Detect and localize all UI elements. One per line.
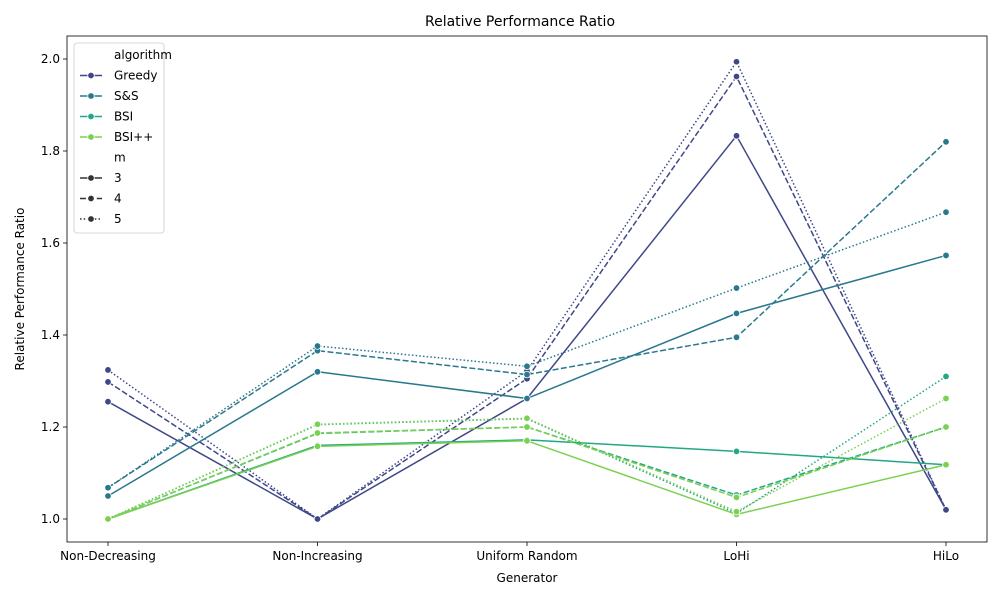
- series-s-s-m3-point-uniform-random: [523, 394, 531, 403]
- y-tick-label-0: 1.0: [41, 512, 60, 526]
- series-s-s-m4-point-lohi: [732, 333, 741, 341]
- legend-item-m4-label: 4: [114, 192, 122, 206]
- legend-item-m5-label: 5: [114, 212, 122, 226]
- series-s-s-m4-point-hilo: [942, 138, 950, 146]
- series-greedy-m5-point-non-increasing: [313, 515, 322, 523]
- series-bsi-m5-point-lohi: [732, 507, 741, 516]
- y-tick-label-2: 1.4: [41, 328, 60, 342]
- legend-title-m: m: [114, 151, 126, 165]
- series-s-s-m4-point-uniform-random: [523, 370, 531, 379]
- x-tick-label-lohi: LoHi: [723, 549, 749, 563]
- x-tick-label-uniform-random: Uniform Random: [476, 549, 577, 563]
- series-bsi-m4-point-lohi: [732, 493, 741, 502]
- legend-item-greedy-marker: [87, 71, 95, 80]
- x-axis-title: Generator: [497, 571, 558, 585]
- series-s-s-m3-point-hilo: [942, 251, 950, 260]
- legend-item-m4-marker: [87, 194, 95, 203]
- series-s-s-m3-point-non-decreasing: [104, 492, 112, 500]
- legend-item-bsi: BSI: [80, 110, 133, 124]
- series-greedy-m4-line: [107, 75, 947, 520]
- series-greedy-m5-point-lohi: [732, 58, 741, 66]
- series-greedy-m3-point-non-decreasing: [104, 398, 112, 406]
- legend-item-m4: 4: [80, 192, 122, 206]
- axes-layer: Non-Decreasing Non-Increasing Uniform Rand…: [41, 35, 988, 563]
- series-bsi-m4-point-non-increasing: [313, 429, 322, 437]
- series-bsi-m5-point-hilo: [942, 372, 950, 381]
- series-bsi-m5-line: [107, 397, 947, 520]
- x-tick-label-non-increasing: Non-Increasing: [272, 549, 362, 563]
- series-bsi-m4-point-hilo: [942, 423, 950, 431]
- legend-title-algorithm: algorithm: [114, 48, 172, 62]
- series-s-s-m3-point-lohi: [732, 309, 741, 318]
- series-bsi-m3-point-hilo: [942, 461, 950, 469]
- series-s-s-m5: [104, 208, 950, 492]
- legend-item-bsi-label: BSI++: [114, 130, 153, 144]
- legend-item-bsi-label: BSI: [114, 110, 133, 124]
- series-s-s-m5-point-hilo: [942, 208, 950, 216]
- legend-item-m3-label: 3: [114, 171, 122, 185]
- series-bsi-m3-point-non-increasing: [313, 442, 322, 451]
- y-tick-label-1: 1.2: [41, 420, 60, 434]
- legend-item-greedy: Greedy: [80, 69, 157, 83]
- chart-title: Relative Performance Ratio: [425, 14, 615, 30]
- series-bsi-m4-point-uniform-random: [523, 423, 531, 431]
- legend-item-m3: 3: [80, 171, 122, 185]
- series-bsi-m5-point-non-decreasing: [104, 515, 112, 523]
- legend-item-greedy-label: Greedy: [114, 69, 157, 83]
- series-greedy-m3-point-lohi: [732, 132, 741, 140]
- series-greedy-m4-point-non-decreasing: [104, 378, 112, 386]
- x-tick-label-hilo: HiLo: [933, 549, 959, 563]
- series-bsi-m3-point-lohi: [732, 447, 741, 456]
- legend: algorithm Greedy S&S BSI BSI++ m 3 4 5: [73, 42, 172, 234]
- series-bsi-m5: [104, 394, 950, 523]
- y-tick-label-3: 1.6: [41, 236, 60, 250]
- series-layer: [104, 58, 950, 523]
- legend-item-bsi-marker: [87, 112, 95, 121]
- legend-item-s-s-marker: [87, 92, 95, 100]
- y-tick-label-5: 2.0: [41, 52, 60, 66]
- series-s-s-m5-point-non-decreasing: [104, 484, 112, 492]
- legend-item-bsi: BSI++: [80, 130, 153, 144]
- series-bsi-m5-point-hilo: [942, 394, 950, 403]
- series-s-s-m3: [104, 251, 950, 500]
- series-s-s-m5-point-non-increasing: [313, 342, 322, 350]
- legend-item-m5: 5: [80, 212, 122, 226]
- legend-item-m3-marker: [87, 174, 95, 182]
- legend-item-bsi-marker: [87, 133, 95, 141]
- y-tick-label-4: 1.8: [41, 144, 60, 158]
- series-s-s-m4-line: [107, 141, 947, 489]
- series-bsi-m3-point-uniform-random: [523, 437, 531, 445]
- y-axis-title: Relative Performance Ratio: [13, 208, 27, 371]
- series-greedy-m5-point-hilo: [942, 506, 950, 514]
- series-greedy-m5-point-non-decreasing: [104, 366, 112, 374]
- legend-box: [73, 42, 165, 234]
- legend-item-m5-marker: [87, 215, 95, 223]
- series-s-s-m5-point-lohi: [732, 284, 741, 292]
- x-tick-label-non-decreasing: Non-Decreasing: [60, 549, 156, 563]
- series-bsi-m5-point-uniform-random: [523, 414, 531, 422]
- legend-item-s-s-label: S&S: [114, 89, 139, 103]
- legend-item-s-s: S&S: [80, 89, 139, 103]
- series-s-s-m5-point-uniform-random: [523, 362, 531, 370]
- series-s-s-m3-point-non-increasing: [313, 368, 322, 376]
- series-bsi-m5-point-non-increasing: [313, 420, 322, 428]
- series-greedy-m4-point-lohi: [732, 72, 741, 81]
